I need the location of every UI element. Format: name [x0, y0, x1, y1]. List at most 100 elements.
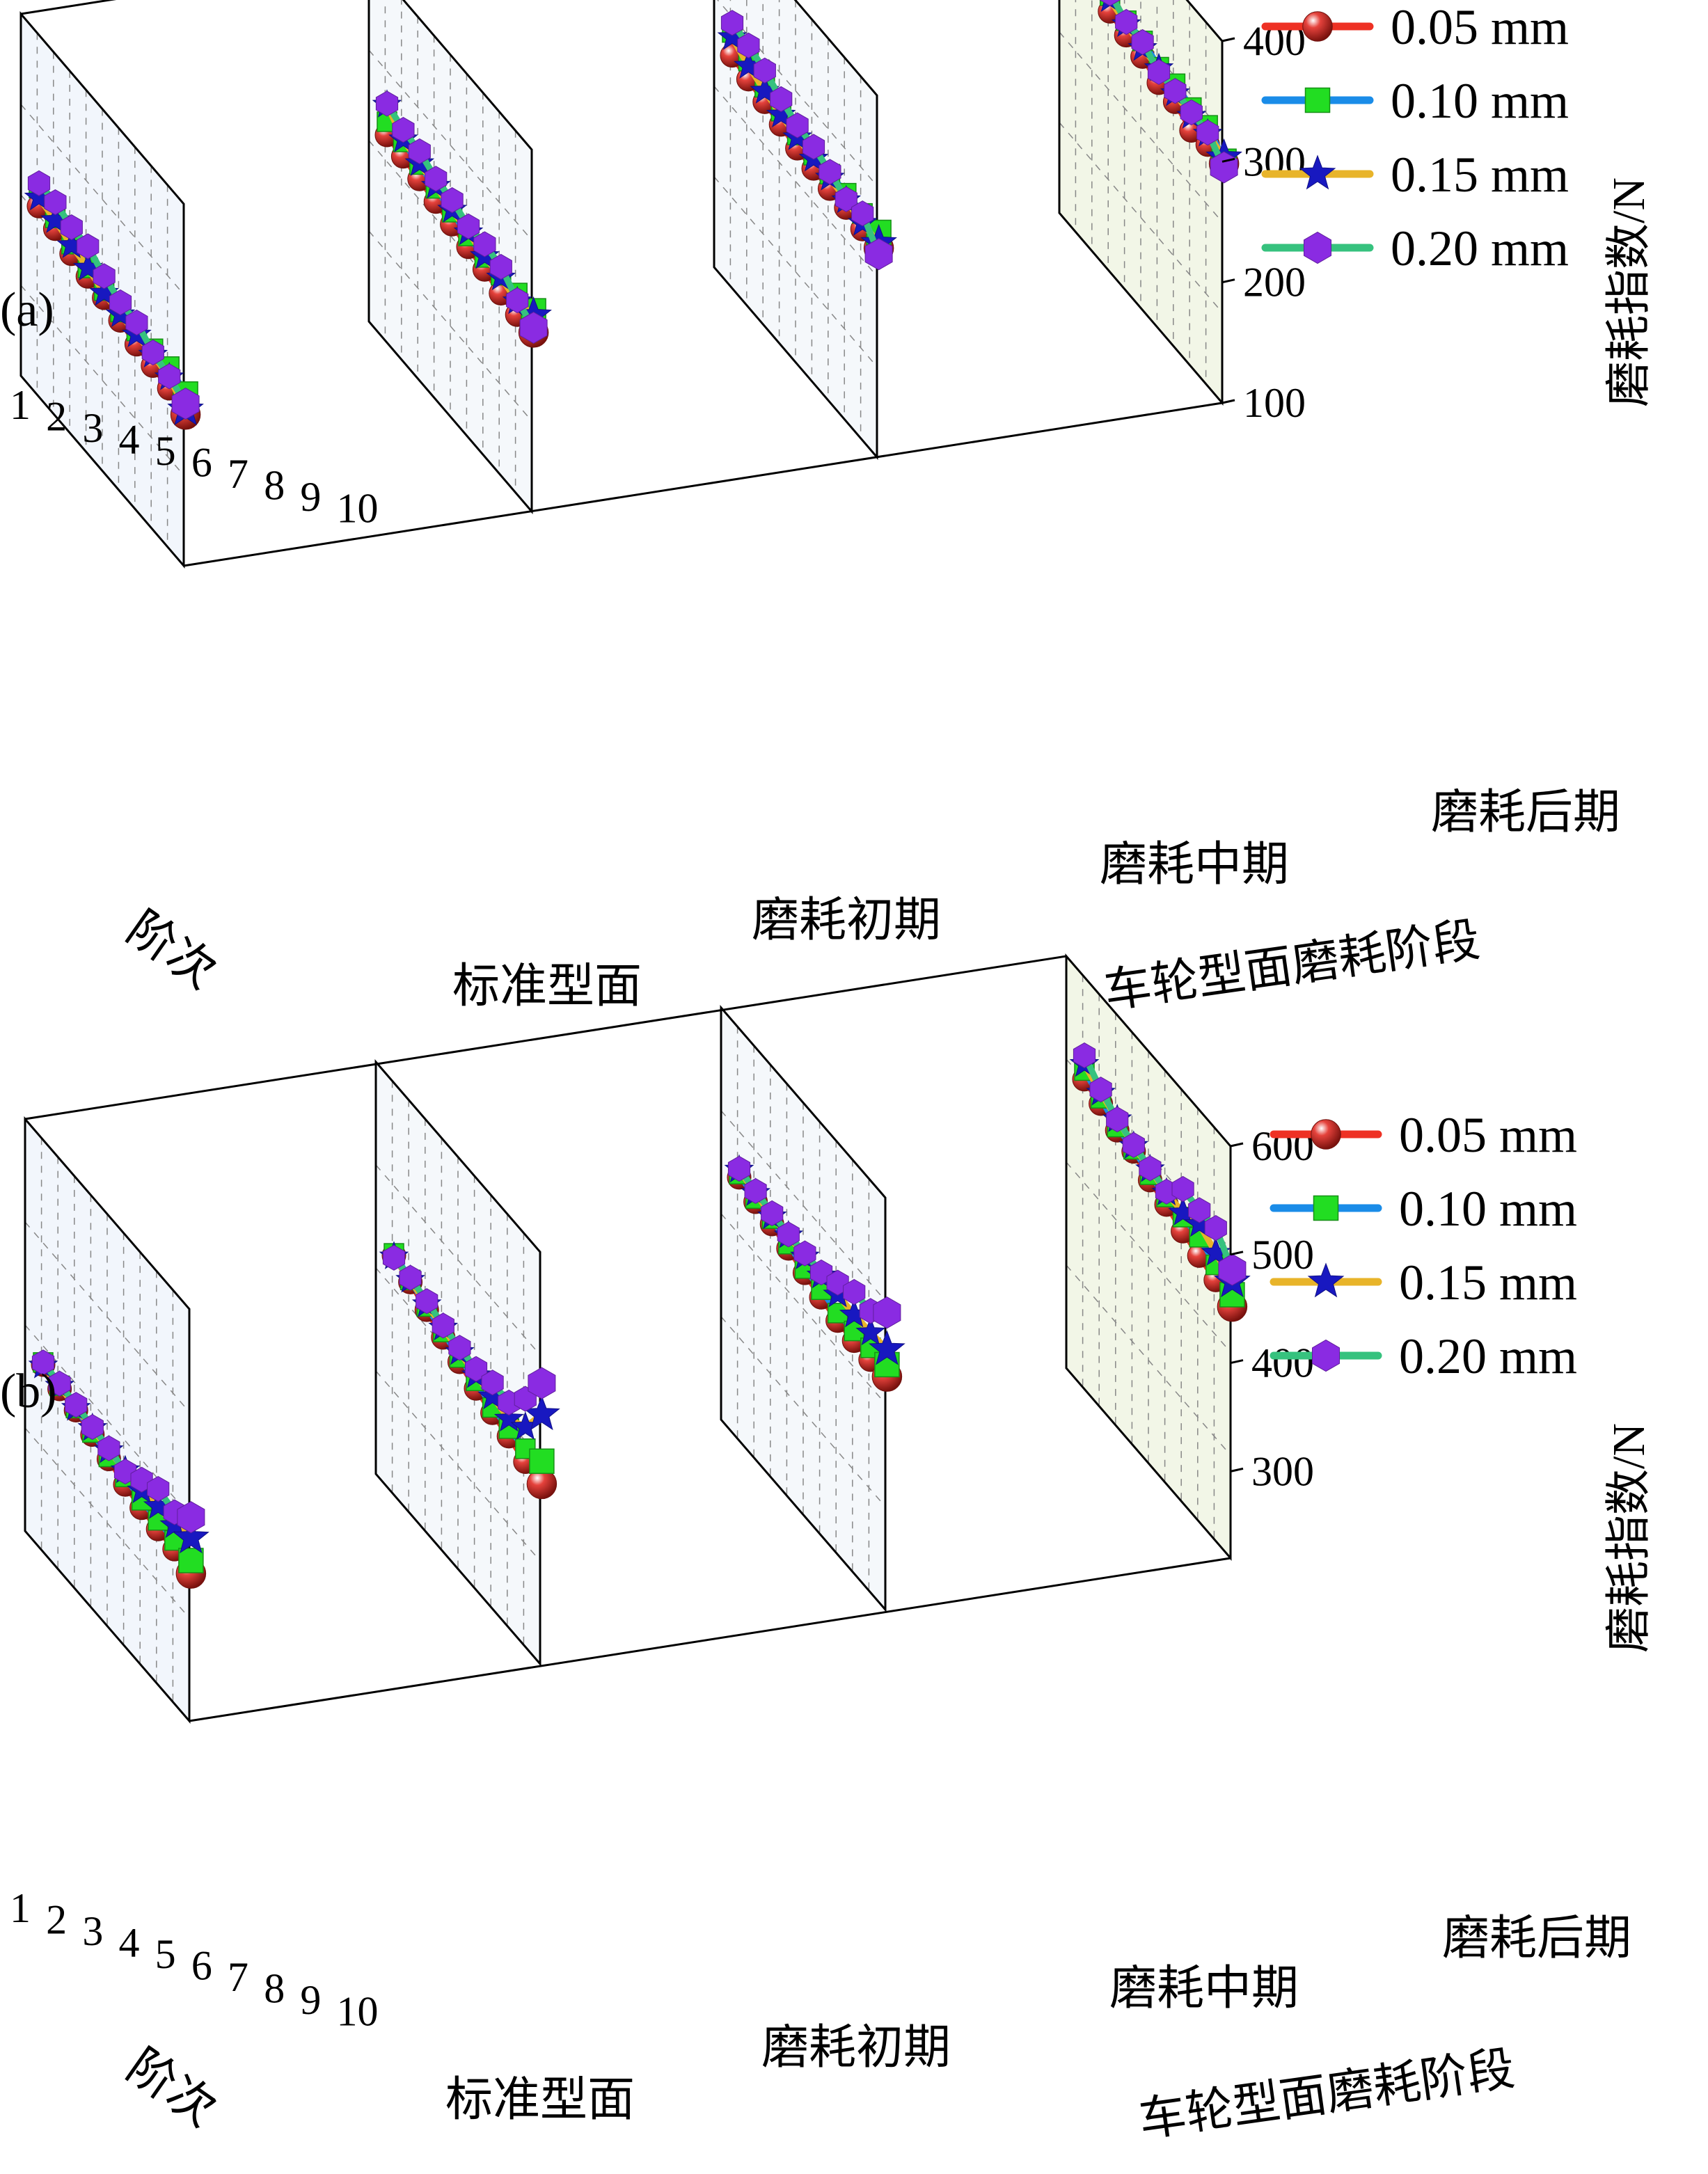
series-group — [24, 0, 1242, 430]
series-line — [40, 1359, 194, 1521]
y-category-label: 标准型面 — [452, 960, 642, 1013]
x-tick-label: 7 — [228, 1954, 248, 2000]
legend-label: 0.15 mm — [1391, 147, 1569, 203]
grid-line — [720, 1110, 886, 1301]
x-tick-label: 4 — [119, 417, 140, 463]
data-point — [770, 86, 793, 112]
legend-label: 0.05 mm — [1399, 1107, 1577, 1163]
data-point — [1164, 78, 1187, 104]
x-tick-label: 10 — [337, 486, 379, 532]
panel-label: (a) — [0, 283, 54, 337]
data-point — [1218, 1253, 1247, 1286]
data-point — [1115, 8, 1138, 35]
data-point — [173, 1518, 209, 1554]
data-point — [65, 1392, 88, 1418]
z-tick — [1230, 1251, 1244, 1256]
data-point — [1147, 58, 1171, 85]
data-point — [77, 233, 100, 260]
y-category-label: 磨耗后期 — [1431, 786, 1620, 839]
data-point — [727, 1155, 751, 1182]
legend-label: 0.15 mm — [1399, 1255, 1577, 1310]
data-point — [382, 1244, 406, 1271]
data-point — [851, 200, 874, 227]
data-point — [835, 186, 857, 212]
data-point — [464, 1356, 488, 1382]
grid-line — [24, 1221, 190, 1413]
y-category-label: 标准型面 — [445, 2073, 635, 2126]
series-line — [1110, 0, 1228, 170]
grid-line — [375, 1370, 541, 1562]
grid-line — [720, 1213, 886, 1404]
data-point — [493, 1403, 524, 1432]
data-point — [432, 1312, 454, 1339]
data-point — [97, 1435, 120, 1461]
x-tick-label: 10 — [337, 1989, 379, 2035]
y-category-label: 磨耗初期 — [752, 894, 941, 946]
x-tick-label: 8 — [264, 463, 285, 509]
x-tick-label: 3 — [82, 405, 103, 451]
wall-outline — [374, 1058, 541, 1667]
data-point — [473, 231, 496, 257]
data-point — [1089, 1077, 1112, 1103]
y-axis-title: 车轮型面磨耗阶段 — [1136, 2042, 1518, 2147]
legend: 0.05 mm 0.10 mm 0.15 mm 0.20 mm — [1261, 0, 1569, 276]
data-point — [1139, 1155, 1162, 1182]
legend-label: 0.10 mm — [1391, 73, 1569, 129]
data-point — [392, 117, 415, 143]
x-axis: 1 2 3 4 5 6 7 8 9 10 阶次 — [10, 382, 379, 999]
grid-line — [1066, 1264, 1231, 1456]
x-tick-label: 2 — [46, 1897, 67, 1943]
series-line — [1081, 1052, 1235, 1274]
data-point — [869, 1330, 906, 1365]
y-axis-title: 车轮型面磨耗阶段 — [1101, 913, 1483, 1018]
y-category-label: 磨耗中期 — [1100, 838, 1289, 891]
data-point — [81, 1414, 104, 1441]
series-line — [35, 180, 189, 407]
z-tick-label: 100 — [1243, 380, 1306, 426]
legend-marker — [1307, 1262, 1345, 1298]
data-point — [777, 1221, 800, 1248]
data-point — [27, 170, 51, 196]
z-tick-label: 300 — [1251, 1448, 1314, 1494]
data-point — [1099, 0, 1121, 6]
z-tick-label: 200 — [1243, 260, 1306, 306]
z-tick — [1221, 399, 1235, 404]
z-tick-label: 400 — [1251, 1340, 1314, 1386]
data-point — [873, 1296, 901, 1329]
data-point — [528, 1367, 556, 1399]
data-point — [864, 238, 893, 271]
legend-marker — [1312, 1339, 1340, 1372]
z-tick — [1230, 1467, 1244, 1473]
z-tick — [1221, 37, 1235, 42]
data-point — [819, 159, 841, 185]
legend-marker — [1311, 1119, 1341, 1150]
data-point — [519, 311, 548, 344]
data-point — [416, 1288, 438, 1315]
y-category-label: 磨耗后期 — [1442, 1912, 1631, 1965]
data-point — [147, 1476, 170, 1502]
data-point — [855, 1317, 886, 1346]
box-edges — [24, 955, 1231, 1722]
data-point — [425, 166, 448, 192]
data-point — [31, 1349, 55, 1376]
data-point — [448, 1335, 471, 1361]
grid-line — [720, 1316, 886, 1507]
data-point — [737, 32, 760, 58]
series-group — [28, 1042, 1251, 1589]
data-point — [457, 213, 480, 239]
z-tick-label: 500 — [1251, 1232, 1314, 1278]
data-point — [1180, 99, 1203, 126]
x-tick-label: 9 — [300, 474, 321, 520]
x-tick-label: 9 — [300, 1977, 321, 2023]
data-point — [44, 189, 67, 216]
data-point — [481, 1370, 504, 1396]
z-axis-title: 磨耗指数/N — [1604, 1423, 1654, 1653]
z-tick — [1230, 1142, 1244, 1148]
top-edge — [20, 0, 117, 15]
wall-outline — [720, 1004, 887, 1613]
data-point — [125, 309, 148, 336]
